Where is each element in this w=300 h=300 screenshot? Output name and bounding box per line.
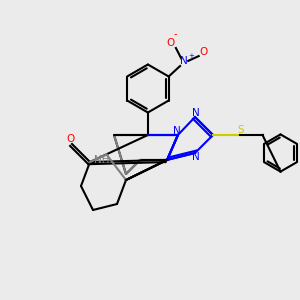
Text: +: +	[188, 53, 194, 59]
Text: N: N	[192, 108, 200, 118]
Text: N: N	[173, 125, 181, 136]
Text: O: O	[200, 47, 208, 57]
Text: N: N	[180, 56, 188, 67]
Text: O: O	[167, 38, 175, 48]
Text: S: S	[237, 124, 244, 135]
Text: O: O	[66, 134, 75, 145]
Text: NH: NH	[94, 155, 110, 165]
Text: -: -	[173, 29, 177, 39]
Text: N: N	[192, 152, 200, 163]
